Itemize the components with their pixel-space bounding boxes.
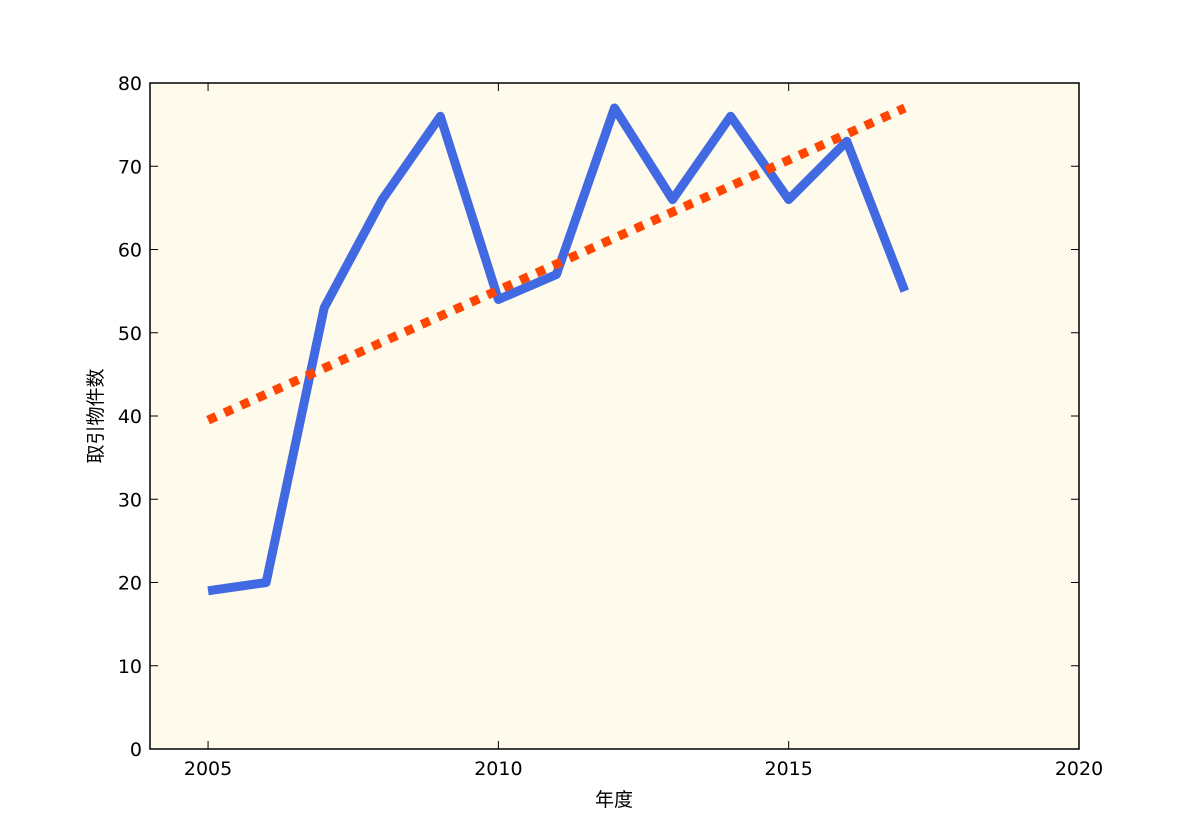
- y-axis-label: 取引物件数: [85, 368, 107, 463]
- y-tick-label: 20: [118, 573, 142, 595]
- y-tick-label: 50: [118, 323, 142, 345]
- x-tick-label: 2005: [184, 758, 232, 780]
- x-tick-label: 2015: [765, 758, 813, 780]
- y-tick-label: 30: [118, 489, 142, 511]
- y-tick-label: 40: [118, 406, 142, 428]
- x-tick-label: 2010: [474, 758, 522, 780]
- y-tick-label: 10: [118, 656, 142, 678]
- y-tick-label: 0: [130, 739, 142, 761]
- plot-frame: [149, 82, 1080, 750]
- y-tick-label: 60: [118, 240, 142, 262]
- series-line: [206, 103, 907, 425]
- y-tick-label: 80: [118, 73, 142, 95]
- x-tick-label: 2020: [1055, 758, 1103, 780]
- series-line: [207, 103, 910, 596]
- y-tick-label: 70: [118, 156, 142, 178]
- x-axis-label: 年度: [595, 789, 633, 811]
- plot-background: [150, 83, 1079, 749]
